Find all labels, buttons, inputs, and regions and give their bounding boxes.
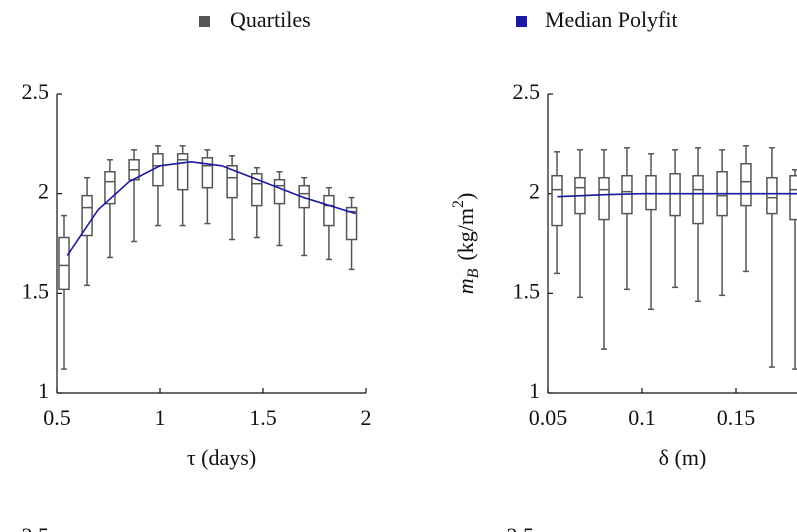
y-tick-label: 1.5 — [513, 278, 541, 303]
y-tick-label: 2 — [38, 179, 49, 204]
y-tick-label: 2.5 — [22, 523, 50, 532]
x-tick-label: 2 — [361, 405, 372, 430]
box — [58, 236, 70, 291]
box — [298, 184, 310, 209]
plot-area — [58, 145, 358, 370]
x-tick-label: 1.5 — [249, 405, 277, 430]
box — [201, 157, 214, 189]
box — [81, 194, 93, 237]
box — [345, 206, 358, 241]
y-tick-label: 2.5 — [513, 79, 541, 104]
y-axis-label-part: m — [453, 278, 478, 294]
legend-label: Quartiles — [230, 7, 311, 32]
x-tick-label: 0.05 — [529, 405, 568, 430]
box — [176, 153, 189, 191]
legend-swatch — [516, 16, 527, 27]
box — [251, 172, 263, 207]
y-axis-label-part: ) — [453, 193, 478, 200]
legend-swatch — [199, 16, 210, 27]
y-tick-label: 1 — [529, 378, 540, 403]
y-axis-label-part: 2 — [450, 200, 467, 208]
x-tick-label: 0.1 — [628, 405, 656, 430]
polyfit-line — [66, 160, 356, 256]
box — [323, 194, 335, 227]
x-tick-label: 0.5 — [43, 405, 71, 430]
box — [598, 176, 610, 221]
box — [152, 153, 164, 187]
polyfit-line — [557, 192, 797, 198]
y-tick-label: 1 — [38, 378, 49, 403]
box — [740, 163, 752, 207]
y-tick-label: 2 — [529, 179, 540, 204]
box — [273, 178, 286, 205]
x-axis-label: τ (days) — [187, 445, 256, 470]
y-tick-label: 1.5 — [22, 278, 50, 303]
y-axis-label-part: B — [465, 268, 482, 278]
legend-label: Median Polyfit — [545, 7, 678, 32]
box — [669, 172, 681, 217]
y-axis-label-part: (kg/m — [453, 208, 478, 261]
box — [226, 165, 238, 199]
x-axis-label: δ (m) — [659, 445, 707, 470]
box — [789, 174, 797, 221]
box — [766, 176, 778, 215]
y-axis-label: mB (kg/m2) — [450, 193, 482, 295]
plot-area — [551, 145, 797, 370]
box — [551, 174, 563, 227]
box — [692, 174, 704, 225]
box — [104, 170, 116, 205]
box — [645, 174, 657, 211]
y-tick-label: 2.5 — [22, 79, 50, 104]
x-tick-label: 1 — [155, 405, 166, 430]
y-tick-label: 2.5 — [507, 523, 535, 532]
x-tick-label: 0.15 — [717, 405, 756, 430]
